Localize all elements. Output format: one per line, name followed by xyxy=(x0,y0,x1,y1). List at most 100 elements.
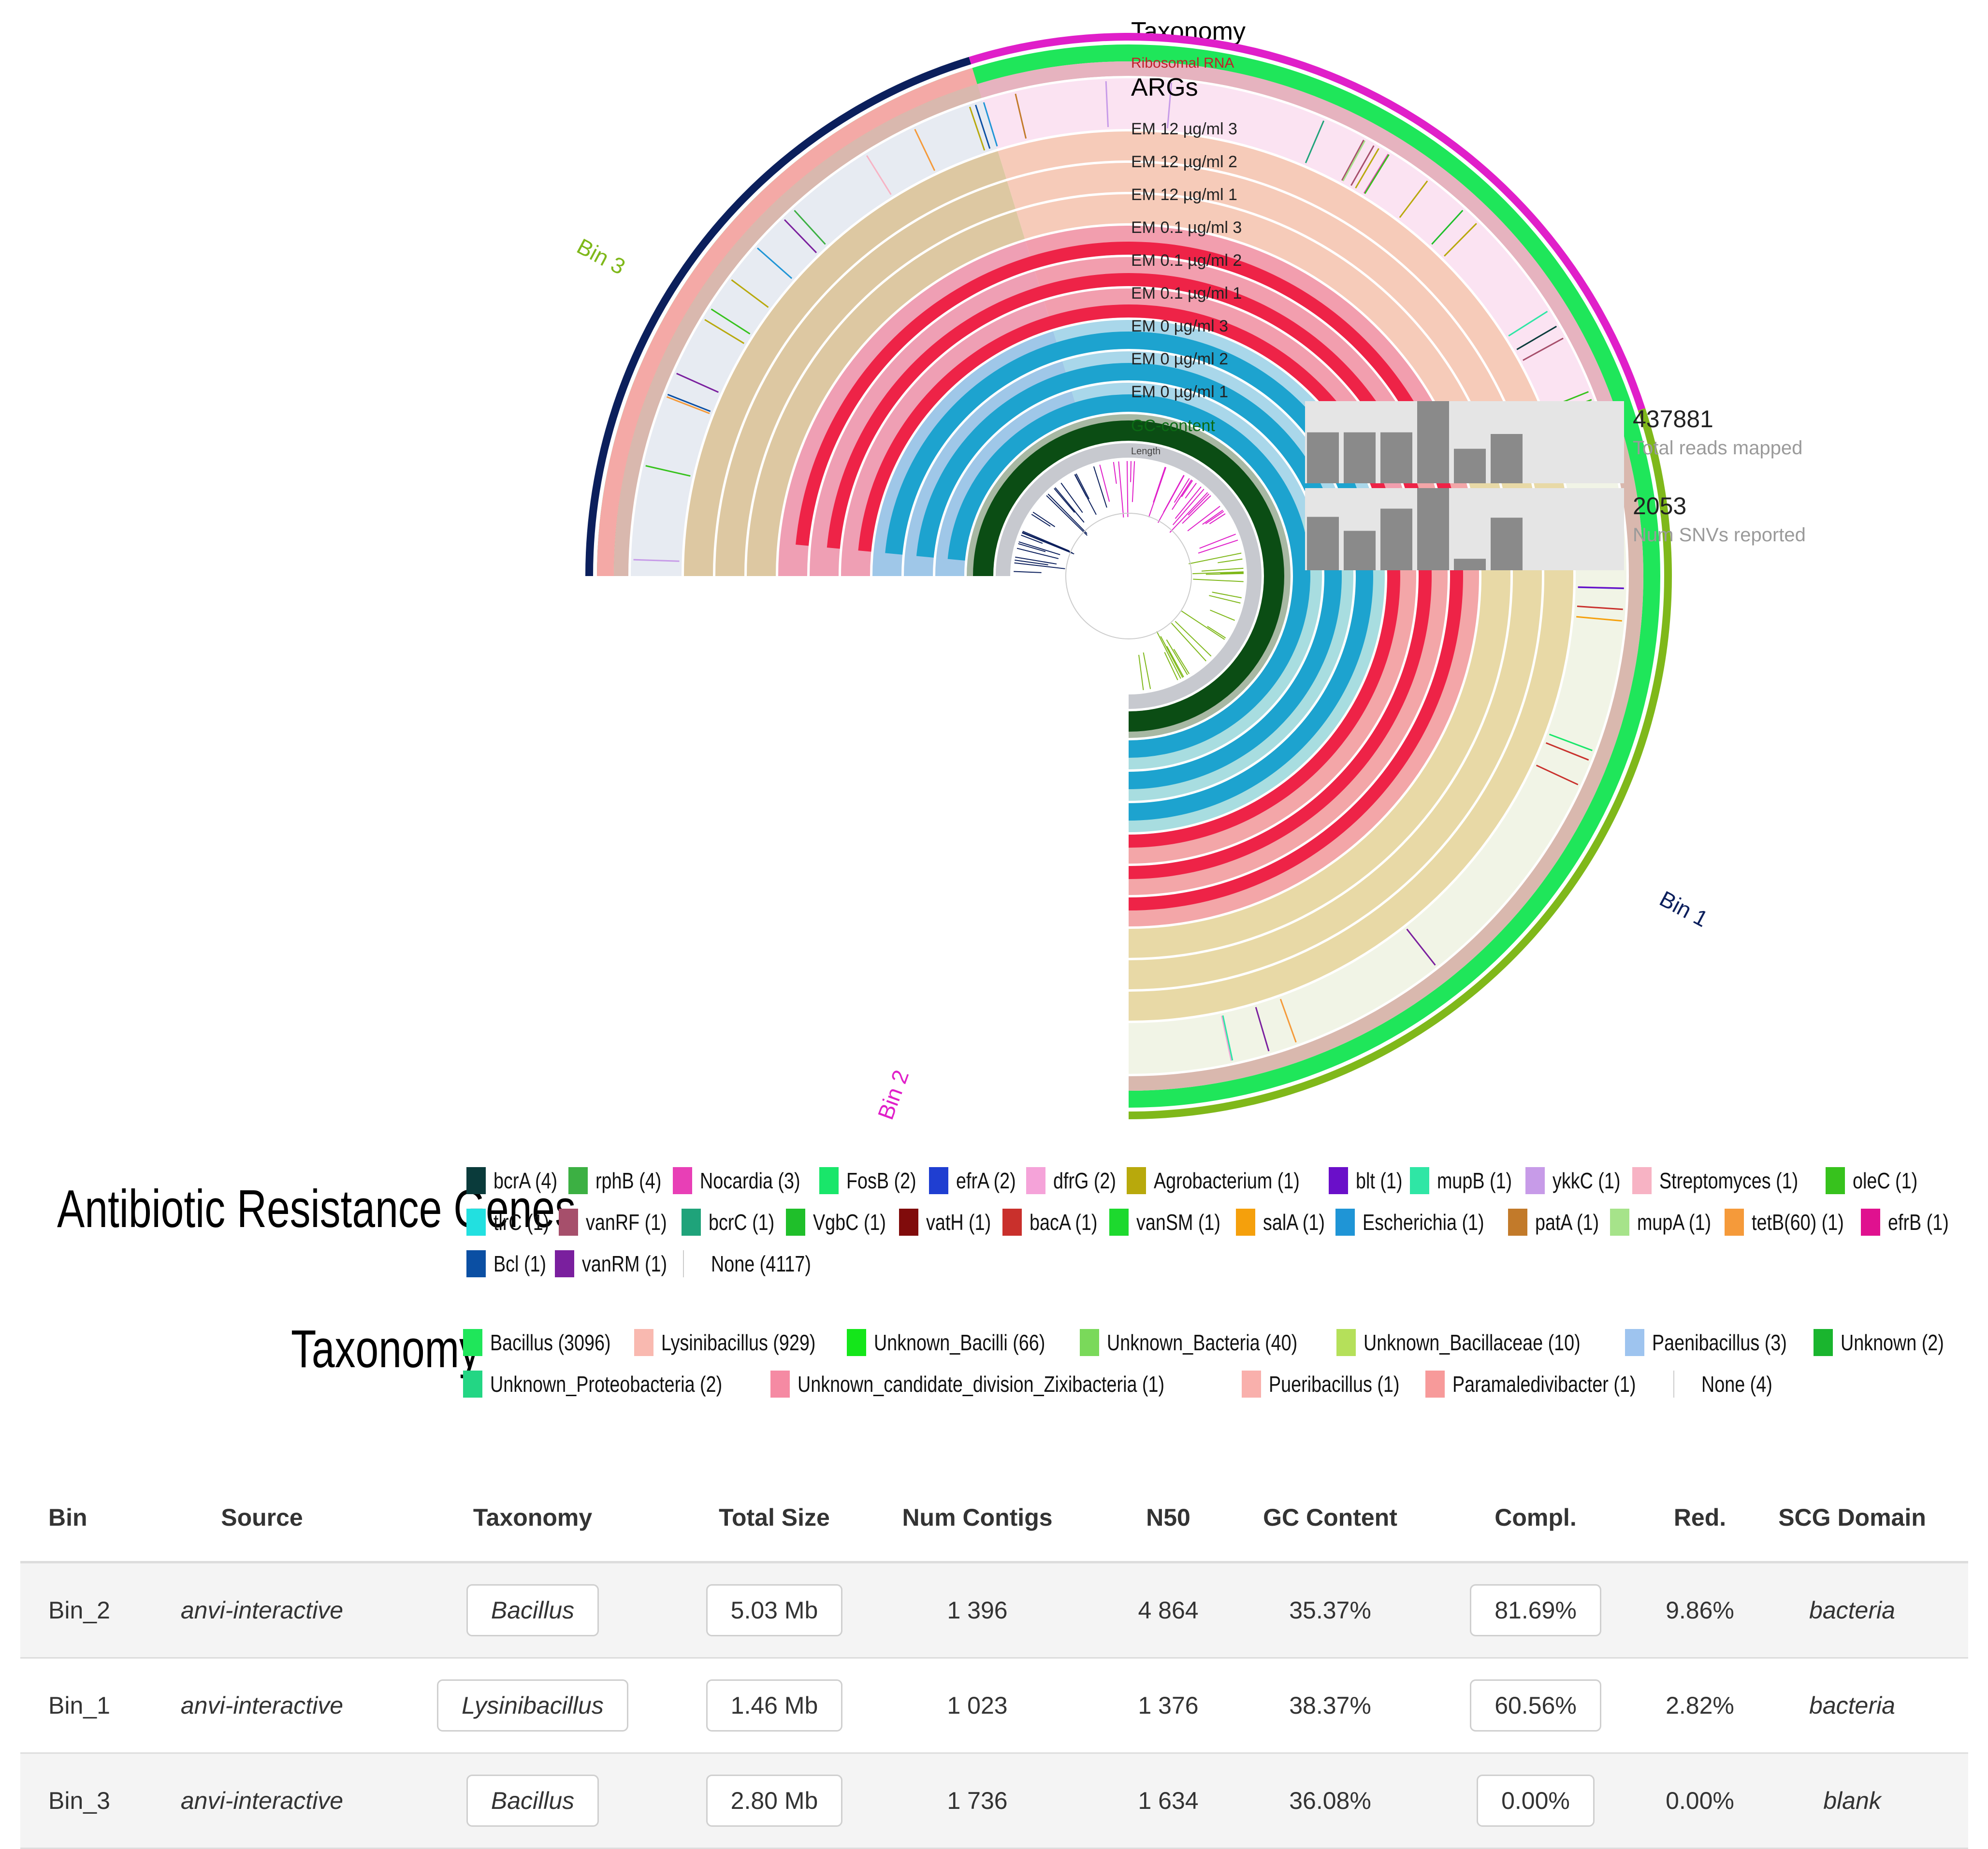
table-cell: 38.37% xyxy=(1289,1692,1371,1719)
layer-label: EM 12 µg/ml 3 xyxy=(1131,120,1237,138)
arg-legend-item: tetB(60) (1) xyxy=(1724,1201,1845,1243)
arg-swatch xyxy=(1861,1209,1881,1236)
table-row[interactable]: Bin_2 anvi-interactive Bacillus 5.03 Mb 1 39… xyxy=(20,1563,1968,1659)
arg-legend-item: dfrG (2) xyxy=(1026,1160,1116,1201)
col-header[interactable]: Compl. xyxy=(1495,1504,1577,1531)
col-header[interactable]: Taxonomy xyxy=(473,1504,593,1531)
cell-box[interactable]: 1.46 Mb xyxy=(706,1679,843,1732)
col-header[interactable]: SCG Domain xyxy=(1778,1504,1926,1531)
table-cell[interactable]: Bacillus xyxy=(363,1775,702,1827)
arg-mark xyxy=(1444,223,1477,257)
arg-legend-title: Antibiotic Resistance Genes xyxy=(57,1179,576,1239)
ring-length xyxy=(996,443,1262,709)
col-header[interactable]: Total Size xyxy=(719,1504,830,1531)
stats-bar xyxy=(1344,432,1376,483)
col-header[interactable]: Source xyxy=(221,1504,303,1531)
table-cell: 1 376 xyxy=(1138,1692,1199,1719)
arg-legend-item: blt (1) xyxy=(1329,1160,1403,1201)
arg-swatch xyxy=(568,1167,588,1194)
arg-mark xyxy=(676,373,719,393)
args-bg-bin1 xyxy=(631,100,998,576)
taxonomy-legend: Bacillus (3096) Lysinibacillus (929) Unkno… xyxy=(463,1322,1981,1405)
arg-mark xyxy=(1221,1015,1232,1061)
col-header[interactable]: GC Content xyxy=(1263,1504,1397,1531)
layer-label: EM 0 µg/ml 2 xyxy=(1131,350,1228,368)
arg-label: mupB (1) xyxy=(1437,1168,1512,1193)
ring-em12 xyxy=(684,131,1573,1021)
tree-branch xyxy=(1205,511,1224,524)
table-row[interactable]: Bin_3 anvi-interactive Bacillus 2.80 Mb 1 73… xyxy=(20,1754,1968,1849)
arg-mark xyxy=(1305,120,1325,163)
cell-box[interactable]: 2.80 Mb xyxy=(706,1775,843,1827)
table-cell[interactable]: 1.46 Mb xyxy=(702,1679,847,1732)
arg-swatch xyxy=(1508,1209,1528,1236)
table-cell: bacteria xyxy=(1809,1597,1895,1624)
arg-legend-item: efrB (1) xyxy=(1861,1201,1949,1243)
arg-legend-item: Bcl (1) xyxy=(466,1243,546,1285)
taxonomy-label: Unknown_Proteobacteria (2) xyxy=(490,1372,723,1397)
arg-mark xyxy=(1545,742,1589,761)
tree-branch xyxy=(1164,652,1178,680)
arg-mark xyxy=(1355,148,1379,189)
arg-label: Agrobacterium (1) xyxy=(1153,1168,1300,1193)
table-row[interactable]: Bin_1 anvi-interactive Lysinibacillus 1.46 … xyxy=(20,1659,1968,1754)
cell-box[interactable]: Bacillus xyxy=(466,1584,599,1636)
arg-mark xyxy=(1255,1007,1270,1052)
arg-swatch xyxy=(466,1250,486,1277)
em12-bg-bin1 xyxy=(747,211,1025,576)
cell-box[interactable]: Bacillus xyxy=(466,1775,599,1827)
arg-mark xyxy=(704,319,745,344)
taxonomy-swatch xyxy=(1673,1371,1694,1398)
table-cell: anvi-interactive xyxy=(180,1787,344,1814)
arg-mark xyxy=(1508,311,1548,337)
arg-mark xyxy=(1105,81,1109,128)
arg-mark xyxy=(1406,928,1436,966)
tree-branch xyxy=(1031,514,1051,527)
arg-mark xyxy=(1516,325,1557,350)
table-cell[interactable]: 2.80 Mb xyxy=(702,1775,847,1827)
cell-box[interactable]: 81.69% xyxy=(1470,1584,1601,1636)
tree-branch xyxy=(1148,467,1167,518)
cell-box[interactable]: 5.03 Mb xyxy=(706,1584,843,1636)
table-cell: 1 634 xyxy=(1138,1787,1199,1814)
cell-box[interactable]: 0.00% xyxy=(1477,1775,1595,1827)
tree-branch xyxy=(1126,461,1129,517)
args-bg-bin2 xyxy=(982,78,1602,438)
arg-swatch xyxy=(1329,1167,1349,1194)
cell-box[interactable]: 60.56% xyxy=(1470,1679,1601,1732)
table-cell[interactable]: Lysinibacillus xyxy=(363,1679,702,1732)
col-header[interactable]: N50 xyxy=(1146,1504,1190,1531)
col-header[interactable]: Red. xyxy=(1673,1504,1727,1531)
arg-mark xyxy=(975,104,991,149)
col-header[interactable]: Num Contigs xyxy=(902,1504,1053,1531)
arg-swatch xyxy=(1525,1167,1545,1194)
arg-legend-item: rphB (4) xyxy=(568,1160,661,1201)
taxonomy-label: Unknown_Bacillaceae (10) xyxy=(1363,1330,1581,1355)
table-cell[interactable]: 81.69% xyxy=(1432,1584,1640,1636)
taxonomy-legend-item: Unknown_candidate_division_Zixibacteria … xyxy=(770,1363,1226,1405)
tree-branch xyxy=(1021,534,1043,544)
taxonomy-label: None (4) xyxy=(1701,1372,1772,1397)
table-cell[interactable]: 0.00% xyxy=(1432,1775,1640,1827)
cell-box[interactable]: Lysinibacillus xyxy=(437,1679,628,1732)
col-header[interactable]: Bin xyxy=(48,1504,87,1531)
arg-label: tlrC (1) xyxy=(493,1210,550,1235)
stats-panel: 437881 Total reads mapped 2053 Num SNVs rep… xyxy=(1305,401,1806,570)
stats-bar xyxy=(1491,434,1523,483)
ring-gc xyxy=(967,414,1291,738)
arg-label: mupA (1) xyxy=(1637,1210,1712,1235)
table-cell[interactable]: 5.03 Mb xyxy=(702,1584,847,1636)
taxonomy-legend-item: Paramaledivibacter (1) xyxy=(1425,1363,1657,1405)
arg-swatch xyxy=(1826,1167,1845,1194)
arg-legend-item: None (4117) xyxy=(682,1243,813,1285)
table-cell[interactable]: Bacillus xyxy=(363,1584,702,1636)
stats-bar xyxy=(1380,432,1412,483)
arg-swatch xyxy=(1409,1167,1429,1194)
tree-branch xyxy=(1209,513,1226,524)
table-cell[interactable]: 60.56% xyxy=(1432,1679,1640,1732)
tree-branch xyxy=(1201,567,1244,572)
arg-legend-item: bacA (1) xyxy=(1002,1201,1097,1243)
arg-mark xyxy=(1364,154,1389,194)
layer-label: EM 0 µg/ml 3 xyxy=(1131,317,1228,335)
